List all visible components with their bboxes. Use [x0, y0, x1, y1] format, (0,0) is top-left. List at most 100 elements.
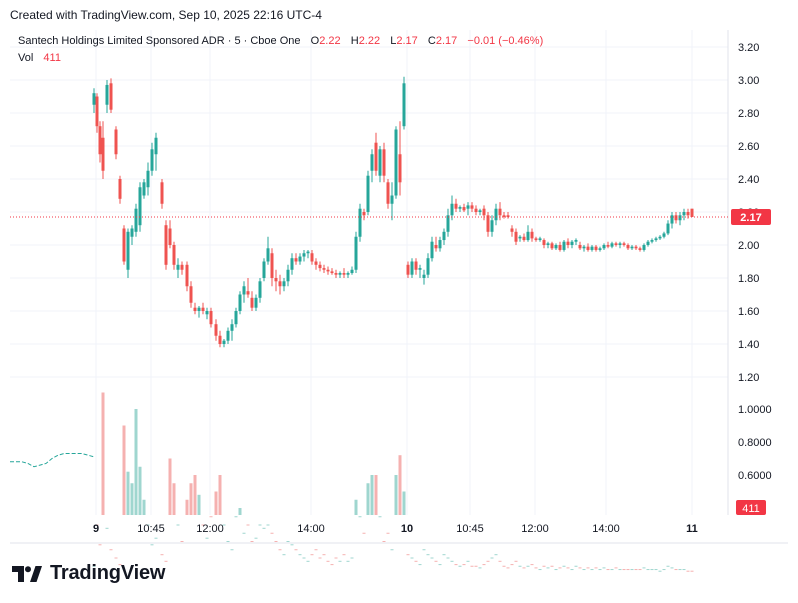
volume-bar [482, 564, 486, 566]
candle-body [354, 236, 358, 270]
candle-body [518, 236, 522, 239]
volume-bar [530, 564, 534, 566]
candle-body [370, 154, 374, 171]
symbol-name: Santech Holdings Limited Sponsored ADR ·… [18, 35, 301, 47]
candle-body [618, 243, 622, 245]
volume-bar [490, 557, 494, 559]
volume-bar [180, 541, 184, 542]
volume-bar [554, 569, 558, 571]
price-tick-label: 3.20 [738, 42, 759, 54]
volume-bar [150, 544, 154, 546]
volume-bar [410, 557, 414, 559]
candle-body [122, 228, 126, 262]
volume-bar [189, 483, 193, 515]
candle-body [105, 84, 109, 105]
volume-bar [678, 569, 682, 571]
candle-body [394, 129, 398, 196]
candle-body [226, 330, 230, 341]
volume-bar [278, 549, 282, 551]
candle-body [298, 256, 302, 262]
volume-bar [164, 560, 168, 562]
volume-bar [418, 564, 422, 566]
candle-body [154, 137, 158, 155]
volume-bar [634, 569, 638, 571]
volume-bar [598, 569, 602, 571]
volume-bar [114, 557, 118, 559]
volume-bar [290, 544, 294, 546]
volume-bar [422, 549, 426, 551]
open-label: O [310, 35, 320, 47]
volume-bar [314, 549, 318, 551]
volume-bar [306, 560, 310, 562]
candle-body [242, 286, 246, 295]
volume-bar [426, 554, 430, 556]
candle-body [402, 83, 406, 127]
volume-tick-label: 0.8000 [738, 437, 772, 449]
volume-bar [690, 570, 694, 572]
volume-bar [105, 527, 109, 529]
volume-bar [622, 569, 626, 571]
volume-bar [658, 570, 662, 572]
volume-bar [682, 569, 686, 571]
last-price-label: 2.17 [740, 212, 761, 224]
volume-bar [494, 554, 498, 556]
candle-body [650, 240, 654, 242]
volume-bar [522, 567, 526, 569]
candle-body [478, 210, 482, 212]
candle-body [522, 236, 526, 241]
candle-body [510, 228, 514, 232]
candle-body [92, 93, 96, 105]
candle-body [262, 261, 266, 278]
tradingview-footer[interactable]: TradingView [12, 562, 165, 585]
candle-body [326, 269, 330, 272]
volume-bar [574, 565, 578, 567]
volume-bar [258, 524, 262, 526]
volume-bar [118, 564, 122, 566]
volume-bar [414, 560, 418, 562]
volume-bar [172, 483, 176, 515]
volume-bar [354, 499, 358, 515]
volume-bar [506, 567, 510, 569]
candle-body [406, 264, 410, 275]
candle-body [534, 238, 538, 241]
volume-bar [446, 557, 450, 559]
volume-bar [630, 569, 634, 571]
volume-bar [168, 458, 172, 515]
volume-bar [201, 524, 205, 526]
volume-bar [366, 483, 370, 515]
volume-bar [590, 569, 594, 571]
candle-body [130, 228, 134, 237]
candle-body [138, 187, 142, 226]
volume-bar [458, 565, 462, 567]
volume-bar [346, 560, 350, 562]
candle-body [150, 149, 154, 171]
volume-bar [342, 554, 346, 556]
candle-body [214, 324, 218, 336]
candle-body [426, 258, 430, 275]
candle-body [95, 96, 99, 127]
candle-body [666, 223, 670, 234]
volume-bar [222, 524, 226, 526]
candle-body [422, 274, 426, 278]
candle-body [374, 142, 378, 171]
candle-body [274, 278, 278, 282]
candle-body [622, 243, 626, 245]
volume-bar [534, 567, 538, 569]
volume-bar [474, 565, 478, 567]
candle-body [558, 245, 562, 250]
price-tick-label: 1.60 [738, 306, 759, 318]
volume-bar [498, 560, 502, 562]
price-tick-label: 1.80 [738, 273, 759, 285]
candle-body [250, 297, 254, 308]
volume-tick-label: 0.6000 [738, 470, 772, 482]
candle-body [398, 154, 402, 183]
volume-bar [546, 567, 550, 569]
candle-body [230, 324, 234, 331]
candle-body [566, 241, 570, 245]
volume-bar [466, 560, 470, 562]
candle-body [486, 215, 490, 232]
volume-bar [666, 565, 670, 567]
volume-bar [262, 527, 266, 529]
candle-body [172, 245, 176, 265]
